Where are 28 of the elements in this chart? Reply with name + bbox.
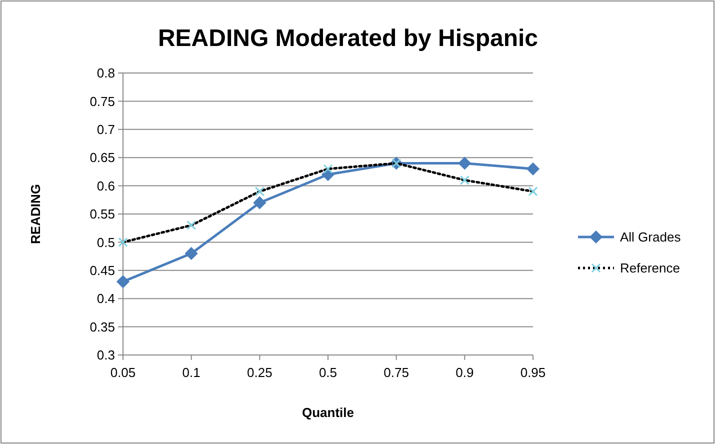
x-tick-label: 0.1 bbox=[182, 365, 200, 380]
y-tick-label: 0.35 bbox=[90, 319, 115, 334]
x-axis-title: Quantile bbox=[302, 405, 354, 420]
x-tick-label: 0.95 bbox=[520, 365, 546, 380]
y-axis-title: READING bbox=[28, 184, 43, 244]
y-tick-label: 0.7 bbox=[96, 122, 115, 137]
y-tick-label: 0.8 bbox=[96, 66, 115, 81]
legend-label: Reference bbox=[620, 260, 680, 276]
x-tick-label: 0.5 bbox=[318, 365, 338, 380]
point bbox=[185, 247, 198, 260]
point bbox=[253, 196, 266, 209]
point bbox=[526, 162, 540, 176]
y-tick-label: 0.3 bbox=[96, 348, 115, 363]
y-tick-label: 0.65 bbox=[90, 150, 115, 166]
y-tick-label: 0.55 bbox=[90, 206, 115, 222]
x-tick-label: 0.75 bbox=[384, 365, 409, 380]
chart-title: READING Moderated by Hispanic bbox=[158, 25, 538, 52]
x-tick-label: 0.9 bbox=[456, 365, 474, 380]
y-tick-label: 0.6 bbox=[96, 178, 115, 194]
point bbox=[116, 275, 130, 288]
y-tick-label: 0.5 bbox=[96, 234, 115, 250]
y-tick-label: 0.75 bbox=[90, 94, 115, 109]
y-tick-label: 0.45 bbox=[90, 262, 115, 278]
y-tick-label: 0.4 bbox=[96, 291, 115, 306]
legend-label: All Grades bbox=[620, 230, 682, 245]
x-tick-label: 0.05 bbox=[110, 365, 136, 380]
point bbox=[458, 156, 471, 170]
x-tick-label: 0.25 bbox=[247, 365, 272, 380]
